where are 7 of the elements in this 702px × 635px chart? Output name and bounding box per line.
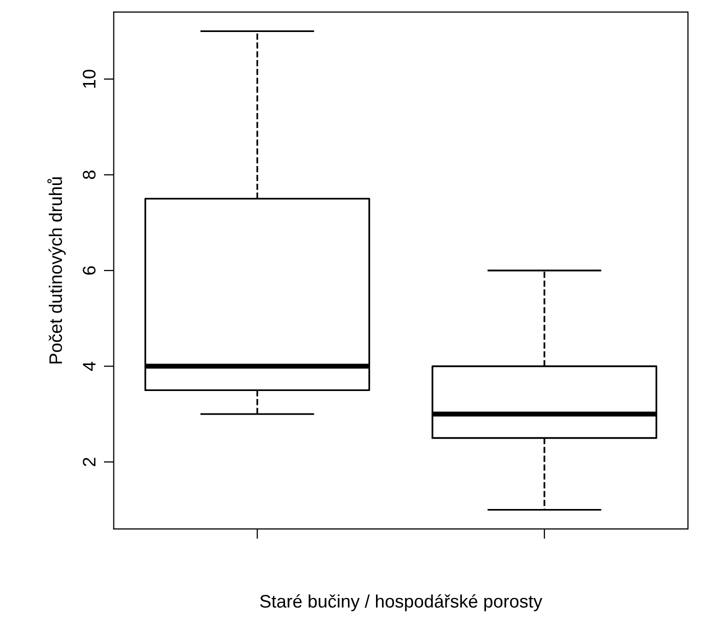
y-tick-label: 4 [82, 362, 96, 371]
y-axis-title: Počet dutinových druhů [47, 177, 66, 364]
y-tick-label: 10 [82, 70, 96, 88]
y-tick-label: 6 [82, 266, 96, 275]
x-axis-title: Staré bučiny / hospodářské porosty [260, 594, 542, 612]
y-tick-label: 8 [82, 170, 96, 180]
y-tick-label: 2 [82, 458, 96, 466]
